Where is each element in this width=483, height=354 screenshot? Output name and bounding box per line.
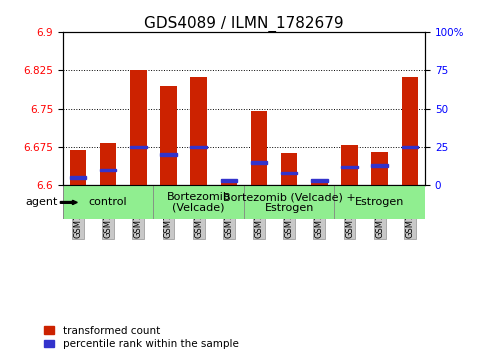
Bar — [130, 145, 146, 148]
Text: Bortezomib (Velcade) +
Estrogen: Bortezomib (Velcade) + Estrogen — [223, 192, 355, 213]
Text: agent: agent — [26, 198, 58, 207]
Bar — [221, 179, 237, 182]
Bar — [244, 185, 334, 219]
Bar — [311, 179, 327, 182]
Bar — [100, 169, 116, 171]
Text: Bortezomib
(Velcade): Bortezomib (Velcade) — [167, 192, 230, 213]
Bar — [371, 164, 388, 167]
Bar — [402, 145, 418, 148]
Bar — [100, 143, 116, 185]
Bar — [130, 70, 146, 185]
Bar — [154, 185, 244, 219]
Bar — [281, 172, 298, 175]
Bar — [190, 77, 207, 185]
Bar — [311, 179, 327, 185]
Bar — [190, 145, 207, 148]
Bar — [63, 185, 154, 219]
Bar — [160, 86, 177, 185]
Legend: transformed count, percentile rank within the sample: transformed count, percentile rank withi… — [44, 326, 239, 349]
Bar — [221, 179, 237, 185]
Bar — [251, 111, 267, 185]
Bar — [281, 153, 298, 185]
Bar — [251, 161, 267, 164]
Bar — [402, 77, 418, 185]
Bar — [371, 152, 388, 185]
Bar — [341, 145, 358, 185]
Bar — [70, 176, 86, 179]
Bar — [341, 166, 358, 169]
Text: control: control — [89, 198, 128, 207]
Title: GDS4089 / ILMN_1782679: GDS4089 / ILMN_1782679 — [144, 16, 344, 32]
Text: Estrogen: Estrogen — [355, 198, 404, 207]
Bar — [334, 185, 425, 219]
Bar — [160, 153, 177, 156]
Bar — [70, 149, 86, 185]
